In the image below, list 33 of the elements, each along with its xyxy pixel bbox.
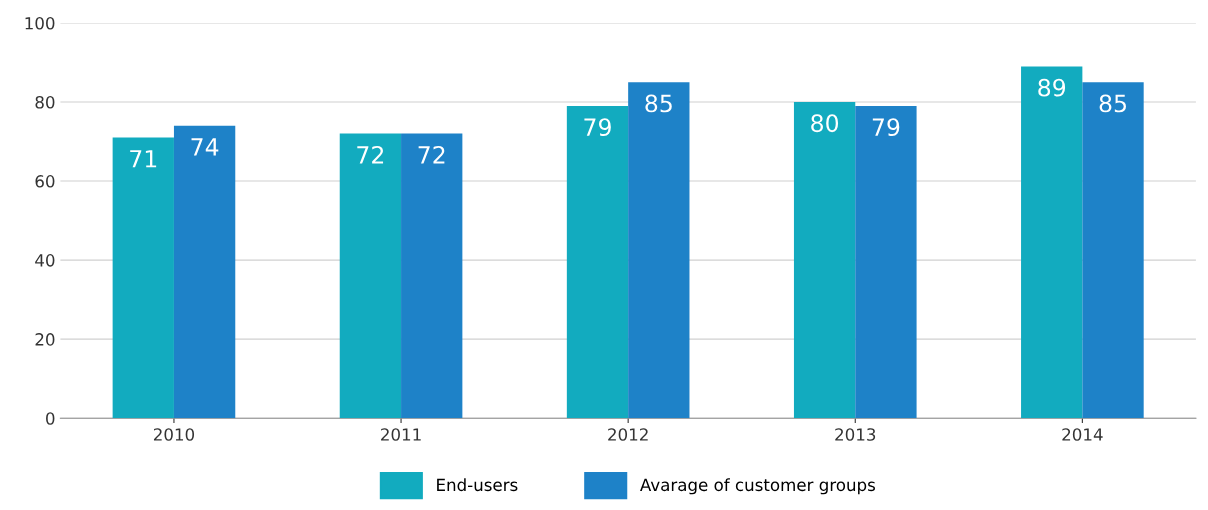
data-label: 74 <box>191 138 219 156</box>
legend-label: End-users <box>437 478 518 492</box>
bar <box>1082 82 1144 419</box>
bar <box>566 105 629 419</box>
data-label: 79 <box>584 118 611 137</box>
data-label: 79 <box>872 118 900 137</box>
x-tick-label: 2014 <box>1062 428 1103 441</box>
x-tick-label: 2011 <box>381 428 421 441</box>
bar <box>112 137 174 419</box>
data-label: 89 <box>1038 78 1066 97</box>
bar <box>339 133 402 419</box>
data-label: 71 <box>130 150 157 168</box>
x-tick-label: 2013 <box>835 428 876 441</box>
data-label: 72 <box>418 145 445 164</box>
bar <box>855 105 917 419</box>
data-label: 85 <box>645 94 672 113</box>
y-tick-label: 40 <box>35 254 55 267</box>
legend-label: Avarage of customer groups <box>640 478 875 495</box>
data-label: 72 <box>357 145 384 164</box>
bar <box>628 82 690 419</box>
y-tick-label: 80 <box>35 95 55 109</box>
bar <box>173 125 236 419</box>
y-tick-label: 60 <box>35 175 55 188</box>
data-label: 85 <box>1099 94 1126 113</box>
x-tick-label: 2010 <box>153 428 195 441</box>
bar <box>793 102 856 419</box>
y-tick-label: 100 <box>25 16 55 30</box>
data-label: 80 <box>811 114 839 133</box>
bar <box>1021 66 1083 419</box>
bar <box>401 133 463 419</box>
x-tick-label: 2012 <box>608 428 648 441</box>
y-tick-label: 0 <box>46 412 55 425</box>
y-tick-label: 20 <box>35 333 55 346</box>
